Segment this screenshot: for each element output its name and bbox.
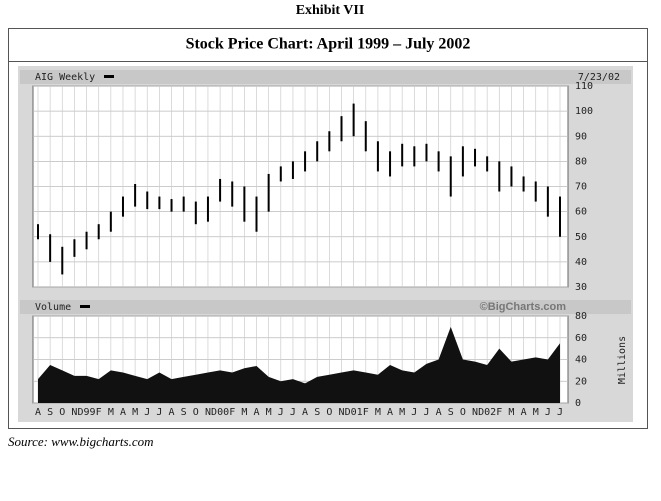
x-tick-label: S [47,407,53,418]
x-tick-label: F [229,407,235,418]
x-tick-label: A [120,407,126,418]
x-tick-label: M [399,407,405,418]
x-tick-label: M [508,407,514,418]
y-tick-label: 80 [575,156,587,167]
x-tick-label: A [35,407,41,418]
x-tick-label: S [181,407,187,418]
x-tick-label: D01 [345,407,363,418]
x-tick-label: A [302,407,308,418]
x-tick-label: F [496,407,502,418]
chart-title: Stock Price Chart: April 1999 – July 200… [186,36,471,53]
x-tick-label: J [278,407,284,418]
y-tick-label: 30 [575,282,587,293]
date-label: 7/23/02 [578,72,620,83]
source: Source: www.bigcharts.com [8,434,154,449]
x-tick-label: F [363,407,369,418]
x-tick-label: A [436,407,442,418]
x-tick-label: M [132,407,138,418]
watermark: ©BigCharts.com [480,301,567,313]
x-tick-label: A [253,407,259,418]
legend-swatch [104,75,114,78]
volume-area [38,326,560,403]
x-tick-label: N [205,407,211,418]
exhibit-label: Exhibit VII [296,3,365,18]
y2-tick-label: 80 [575,311,587,322]
x-tick-label: O [59,407,65,418]
x-tick-label: A [521,407,527,418]
volume-header-bar [20,300,631,314]
volume-unit: Millions [617,336,628,384]
x-tick-label: O [460,407,466,418]
y-tick-label: 60 [575,207,587,218]
frame [8,28,648,429]
y2-tick-label: 60 [575,333,587,344]
x-tick-label: O [193,407,199,418]
y2-tick-label: 40 [575,355,587,366]
x-tick-label: J [423,407,429,418]
x-tick-label: N [338,407,344,418]
x-tick-label: M [241,407,247,418]
y-tick-label: 70 [575,182,587,193]
x-tick-label: S [314,407,320,418]
x-tick-label: J [411,407,417,418]
x-tick-label: M [375,407,381,418]
x-tick-label: N [472,407,478,418]
x-tick-label: J [290,407,296,418]
x-tick-label: F [96,407,102,418]
x-tick-label: O [326,407,332,418]
x-tick-label: J [156,407,162,418]
x-tick-label: J [144,407,150,418]
x-tick-label: M [533,407,539,418]
x-tick-label: D99 [78,407,96,418]
x-tick-label: J [545,407,551,418]
x-tick-label: S [448,407,454,418]
y2-tick-label: 20 [575,376,587,387]
y-tick-label: 40 [575,257,587,268]
x-tick-label: D00 [211,407,229,418]
x-tick-label: M [108,407,114,418]
x-tick-label: D02 [478,407,496,418]
series-label: AIG Weekly [35,72,95,83]
y-tick-label: 100 [575,106,593,117]
x-tick-label: M [266,407,272,418]
x-tick-label: J [557,407,563,418]
x-tick-label: A [169,407,175,418]
volume-label: Volume [35,302,71,313]
y-tick-label: 110 [575,81,593,92]
legend-swatch [80,305,90,308]
x-tick-label: A [387,407,393,418]
x-tick-label: N [71,407,77,418]
y-tick-label: 50 [575,232,587,243]
header-bar [20,70,631,84]
y-tick-label: 90 [575,131,587,142]
y2-tick-label: 0 [575,398,581,409]
